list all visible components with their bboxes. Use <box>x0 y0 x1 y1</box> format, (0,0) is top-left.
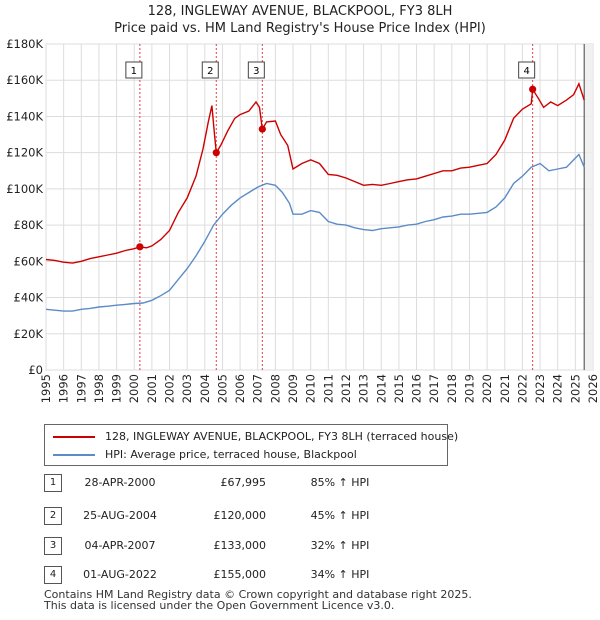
table-row: 4 01-AUG-2022 £155,000 34% ↑ HPI <box>0 564 600 586</box>
sale-label-box <box>518 61 536 79</box>
x-tick-label: 2004 <box>198 374 212 403</box>
transaction-price: £155,000 <box>213 568 267 581</box>
table-row: 2 25-AUG-2004 £120,000 45% ↑ HPI <box>0 505 600 527</box>
x-tick-label: 2014 <box>374 374 388 403</box>
footer-line-licence: This data is licensed under the Open Gov… <box>44 599 395 612</box>
sale-label-number: 2 <box>207 66 213 77</box>
y-tick-label: £60K <box>14 254 44 268</box>
x-tick-label: 2016 <box>410 374 424 403</box>
y-tick-label: £20K <box>14 327 44 341</box>
transaction-date: 25-AUG-2004 <box>83 509 157 522</box>
transaction-date: 04-APR-2007 <box>84 539 156 552</box>
grid-lines <box>45 43 594 371</box>
x-tick-label: 2021 <box>498 374 512 403</box>
x-tick-label: 2000 <box>127 374 141 403</box>
legend-swatch-red <box>53 436 95 438</box>
series-line <box>45 81 585 264</box>
transaction-number: 3 <box>44 537 62 555</box>
x-tick-label: 2002 <box>163 374 177 403</box>
transaction-number: 1 <box>44 474 62 492</box>
y-tick-label: £40K <box>14 291 44 305</box>
y-tick-label: £160K <box>6 73 43 87</box>
sale-label-number: 3 <box>253 66 259 77</box>
x-axis-ticks: 1995 1996 1997 1998 1999 2000 2001 2002 2003 2004… <box>39 374 600 403</box>
transaction-price: £67,995 <box>220 476 267 489</box>
x-tick-label: 2012 <box>339 374 353 403</box>
projection-shade <box>584 44 593 370</box>
footer-line-copyright: Contains HM Land Registry data © Crown c… <box>44 588 472 601</box>
x-tick-label: 2026 <box>586 374 600 403</box>
x-tick-label: 1999 <box>110 374 124 403</box>
legend: 128, INGLEWAY AVENUE, BLACKPOOL, FY3 8LH… <box>44 424 458 466</box>
x-tick-label: 2022 <box>515 374 529 403</box>
table-row: 3 04-APR-2007 £133,000 32% ↑ HPI <box>0 535 600 557</box>
transaction-hpi: 34% ↑ HPI <box>310 568 370 581</box>
transaction-hpi: 32% ↑ HPI <box>310 539 370 552</box>
sale-label-box <box>247 61 265 79</box>
x-tick-label: 2008 <box>268 374 282 403</box>
plot-frame <box>45 43 594 371</box>
x-tick-label: 1996 <box>57 374 71 403</box>
transaction-number: 2 <box>44 507 62 525</box>
y-tick-label: £0 <box>28 363 43 377</box>
x-tick-label: 2007 <box>251 374 265 403</box>
x-tick-label: 2003 <box>180 374 194 403</box>
transaction-number: 4 <box>44 566 62 584</box>
legend-label-property: 128, INGLEWAY AVENUE, BLACKPOOL, FY3 8LH… <box>105 430 459 443</box>
sale-label-number: 1 <box>131 66 137 77</box>
sale-point <box>136 243 144 251</box>
x-tick-label: 1998 <box>92 374 106 403</box>
sale-point <box>258 125 266 133</box>
transaction-date: 28-APR-2000 <box>84 476 156 489</box>
x-tick-label: 2013 <box>357 374 371 403</box>
y-axis-ticks: £0 £20K £40K £60K £80K £100K £120K £140K £160K £1… <box>6 37 43 377</box>
x-tick-label: 2024 <box>551 374 565 403</box>
x-tick-label: 2017 <box>427 374 441 403</box>
sale-label-box <box>125 61 143 79</box>
sale-labels: 1 2 3 4 <box>125 61 536 79</box>
transaction-hpi: 85% ↑ HPI <box>310 476 370 489</box>
x-tick-label: 2025 <box>568 374 582 403</box>
sale-label-number: 4 <box>523 66 529 77</box>
footer-attribution: Contains HM Land Registry data © Crown c… <box>44 589 472 611</box>
legend-swatch-blue <box>53 454 95 456</box>
x-tick-label: 2001 <box>145 374 159 403</box>
y-tick-label: £120K <box>6 146 43 160</box>
chart-subtitle: Price paid vs. HM Land Registry's House … <box>114 21 486 36</box>
transaction-date: 01-AUG-2022 <box>83 568 157 581</box>
x-tick-label: 2018 <box>445 374 459 403</box>
plot-area <box>45 43 594 371</box>
y-tick-label: £180K <box>6 37 43 51</box>
transaction-price: £120,000 <box>213 509 267 522</box>
sale-point <box>529 85 537 93</box>
x-tick-label: 1997 <box>74 374 88 403</box>
x-tick-label: 1995 <box>39 374 53 403</box>
x-tick-label: 2005 <box>215 374 229 403</box>
price-chart: 128, INGLEWAY AVENUE, BLACKPOOL, FY3 8LH… <box>6 4 600 403</box>
x-tick-label: 2009 <box>286 374 300 403</box>
transaction-price: £133,000 <box>213 539 267 552</box>
sale-points <box>136 85 537 251</box>
chart-title: 128, INGLEWAY AVENUE, BLACKPOOL, FY3 8LH <box>148 4 453 19</box>
sale-point <box>212 149 220 157</box>
y-tick-label: £140K <box>6 109 43 123</box>
x-tick-label: 2006 <box>233 374 247 403</box>
x-tick-label: 2010 <box>304 374 318 403</box>
x-tick-label: 2011 <box>321 374 335 403</box>
series-lines <box>45 81 585 312</box>
y-tick-label: £80K <box>14 218 44 232</box>
table-row: 1 28-APR-2000 £67,995 85% ↑ HPI <box>0 472 600 494</box>
y-tick-label: £100K <box>6 182 43 196</box>
sale-label-box <box>201 61 219 79</box>
x-tick-label: 2020 <box>480 374 494 403</box>
x-tick-label: 2019 <box>462 374 476 403</box>
series-line <box>45 153 585 312</box>
x-tick-label: 2015 <box>392 374 406 403</box>
projection-shading <box>583 44 593 370</box>
legend-label-hpi: HPI: Average price, terraced house, Blac… <box>105 448 357 461</box>
transaction-hpi: 45% ↑ HPI <box>310 509 370 522</box>
x-tick-label: 2023 <box>533 374 547 403</box>
